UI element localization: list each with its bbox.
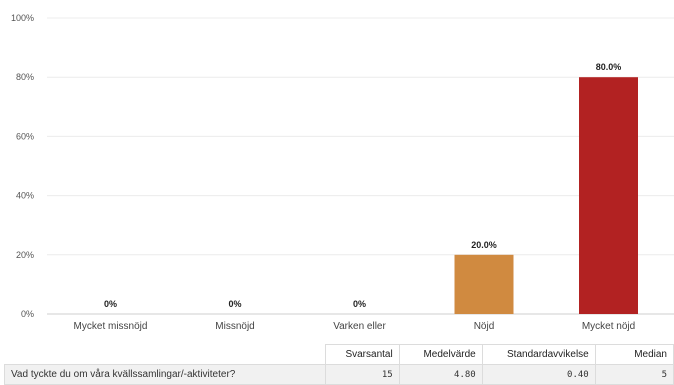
- data-labels: 0% 0% 0% 20.0% 80.0%: [104, 62, 621, 309]
- value-median: 5: [594, 364, 674, 385]
- y-tick-label: 40%: [16, 191, 34, 201]
- x-category-label: Mycket nöjd: [582, 321, 635, 332]
- header-svarsantal: Svarsantal: [325, 344, 400, 365]
- header-standardavvikelse: Standardavvikelse: [481, 344, 596, 365]
- gridlines: [47, 17, 674, 315]
- data-label: 0%: [104, 299, 117, 309]
- x-category-label: Nöjd: [474, 321, 495, 332]
- bar: [454, 254, 514, 314]
- data-label: 0%: [228, 299, 241, 309]
- statistics-table: Svarsantal Medelvärde Standardavvikelse …: [3, 344, 674, 385]
- x-category-label: Varken eller: [333, 321, 386, 332]
- bars: [454, 77, 638, 314]
- header-median: Median: [594, 344, 674, 365]
- y-axis-ticks: 0% 20% 40% 60% 80% 100%: [11, 13, 34, 319]
- y-tick-label: 100%: [11, 13, 34, 23]
- data-label: 0%: [353, 299, 366, 309]
- data-label: 80.0%: [596, 62, 622, 72]
- stats-header-row: Svarsantal Medelvärde Standardavvikelse …: [4, 344, 674, 365]
- stats-header-empty: [4, 344, 327, 365]
- y-tick-label: 60%: [16, 131, 34, 141]
- table-row: Vad tyckte du om våra kvällssamlingar/-a…: [3, 364, 674, 385]
- header-medelvarde: Medelvärde: [398, 344, 483, 365]
- data-label: 20.0%: [471, 240, 497, 250]
- x-category-label: Mycket missnöjd: [74, 321, 148, 332]
- value-svarsantal: 15: [325, 364, 400, 385]
- y-tick-label: 80%: [16, 72, 34, 82]
- question-text: Vad tyckte du om våra kvällssamlingar/-a…: [3, 364, 327, 385]
- x-category-label: Missnöjd: [215, 321, 254, 332]
- value-medelvarde: 4.80: [398, 364, 483, 385]
- x-axis-categories: Mycket missnöjd Missnöjd Varken eller Nöjd M…: [74, 321, 636, 332]
- value-standardavvikelse: 0.40: [481, 364, 596, 385]
- y-tick-label: 0%: [21, 309, 34, 319]
- bar: [579, 77, 638, 314]
- y-tick-label: 20%: [16, 250, 34, 260]
- bar-chart: 0% 20% 40% 60% 80% 100% 0% 0% 0% 20.0% 80.0% Myck…: [11, 13, 674, 332]
